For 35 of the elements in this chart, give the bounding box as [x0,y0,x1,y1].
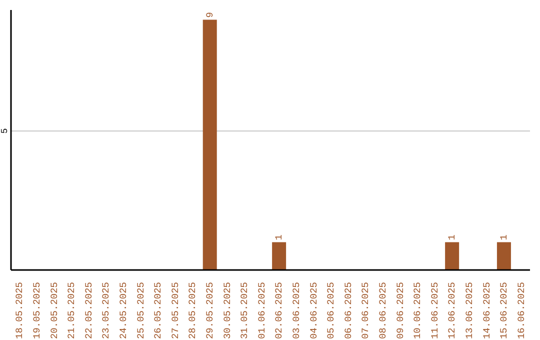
x-tick-label: 05.06.2025 [326,282,337,340]
x-tick-label: 10.06.2025 [412,282,424,340]
x-tick-label: 15.06.2025 [498,282,510,340]
x-tick-label: 27.05.2025 [170,282,181,340]
x-tick-label: 02.06.2025 [274,282,285,340]
x-tick-label: 18.05.2025 [14,282,26,340]
x-tick-label: 28.05.2025 [187,282,198,340]
data-label: 1 [274,234,285,240]
x-tick-label: 01.06.2025 [256,282,268,340]
x-tick-label: 25.05.2025 [135,282,146,340]
x-tick-label: 13.06.2025 [464,282,475,340]
x-tick-label: 22.05.2025 [83,282,94,340]
x-tick-label: 30.05.2025 [222,282,233,340]
x-tick-label: 12.06.2025 [446,282,458,340]
x-tick-label: 24.05.2025 [118,282,129,340]
x-tick-label: 29.05.2025 [204,282,216,340]
x-tick-label: 23.05.2025 [100,282,112,340]
x-tick-label: 11.06.2025 [429,282,440,340]
data-label: 9 [204,12,216,18]
data-label: 1 [446,234,458,240]
x-tick-label: 14.06.2025 [481,282,492,340]
x-tick-label: 19.05.2025 [31,282,42,340]
x-tick-label: 03.06.2025 [290,282,302,340]
x-tick-label: 06.06.2025 [342,282,354,340]
x-tick-label: 21.05.2025 [66,282,78,340]
x-tick-label: 04.06.2025 [308,282,320,340]
data-label: 1 [498,234,510,240]
x-tick-label: 08.06.2025 [377,282,388,340]
x-tick-label: 26.05.2025 [152,282,164,340]
x-tick-label: 31.05.2025 [239,282,250,340]
x-tick-label: 16.06.2025 [516,282,527,340]
y-tick-label: 5 [0,128,10,134]
x-tick-label: 20.05.2025 [48,282,60,340]
x-tick-label: 09.06.2025 [394,282,406,340]
x-tick-label: 07.06.2025 [360,282,372,340]
